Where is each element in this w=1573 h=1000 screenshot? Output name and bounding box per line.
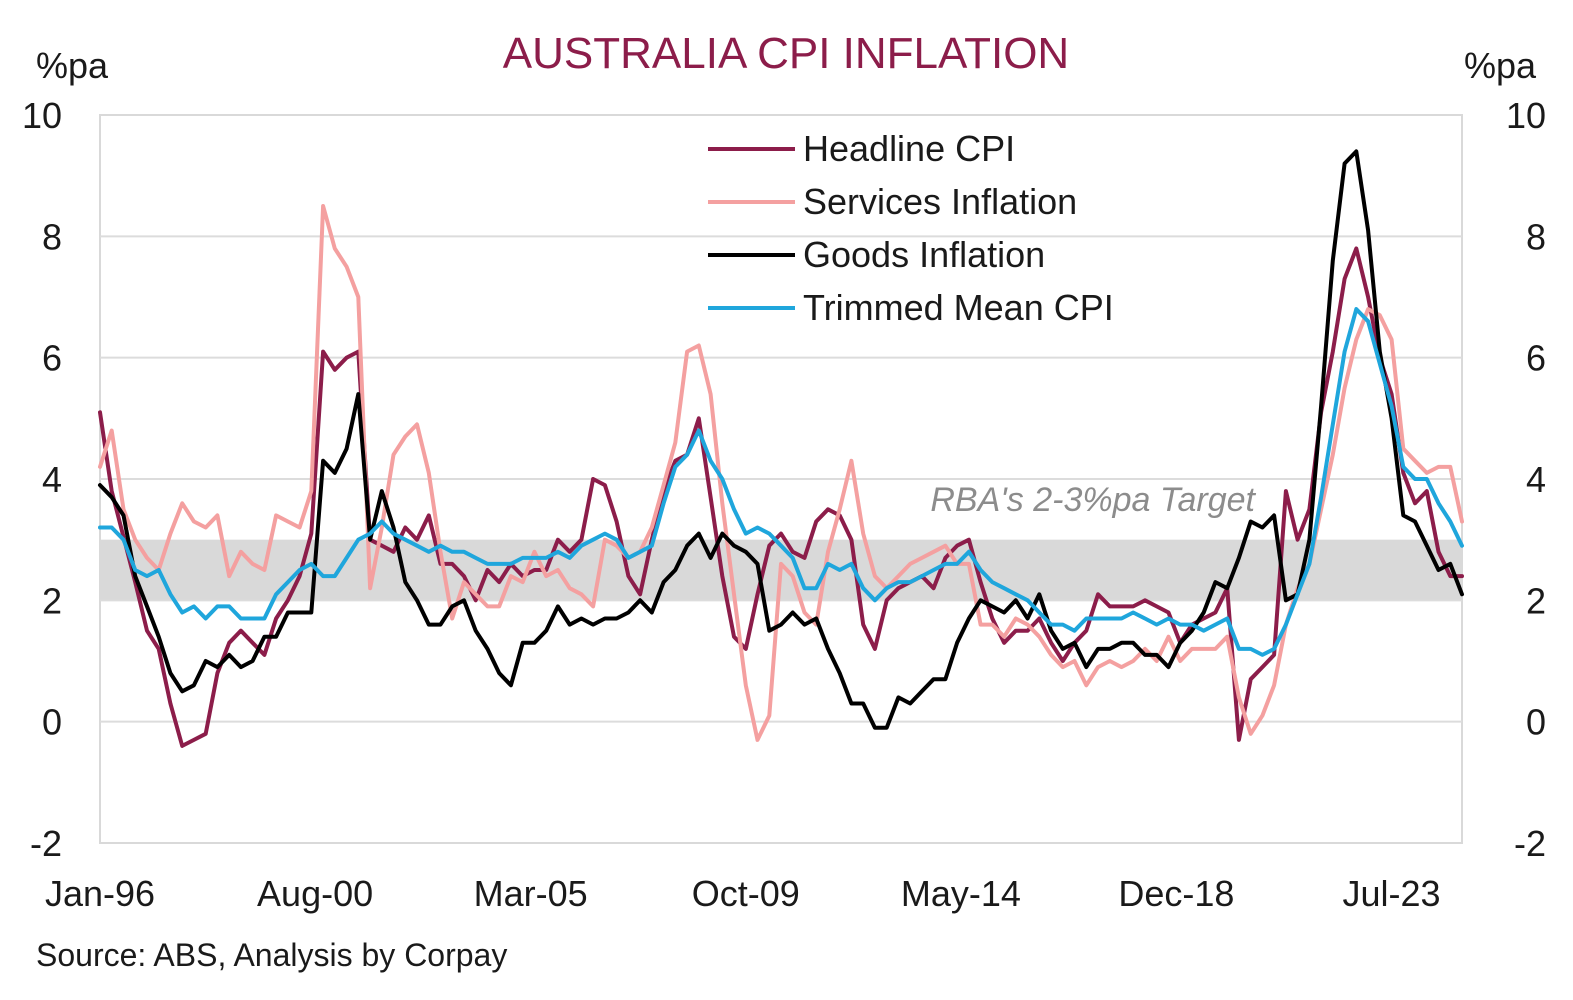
right-tick-label: -2 [1514,823,1546,864]
right-axis-ticks: -2 0 2 4 6 8 10 [1506,95,1546,864]
chart-title: AUSTRALIA CPI INFLATION [503,29,1069,78]
series-line-services-inflation [98,204,1464,742]
left-tick-label: 2 [42,580,62,621]
series-line-headline-cpi [98,246,1464,748]
left-tick-label: 0 [42,702,62,743]
series-line-trimmed-mean-cpi [98,307,1464,657]
right-tick-label: 4 [1526,459,1546,500]
left-tick-label: 8 [42,216,62,257]
x-tick-label: May-14 [901,873,1021,914]
x-tick-label: Aug-00 [257,873,373,914]
legend-label: Goods Inflation [803,234,1045,275]
right-tick-label: 2 [1526,580,1546,621]
right-tick-label: 6 [1526,338,1546,379]
legend: Headline CPI Services Inflation Goods Infl… [708,128,1114,328]
series-lines [98,149,1464,748]
left-tick-label: 6 [42,338,62,379]
left-axis-ticks: -2 0 2 4 6 8 10 [22,95,62,864]
right-tick-label: 8 [1526,216,1546,257]
target-band-label: RBA's 2-3%pa Target [930,481,1256,519]
source-note: Source: ABS, Analysis by Corpay [36,937,507,973]
x-tick-label: Jan-96 [45,873,155,914]
legend-label: Services Inflation [803,181,1077,222]
left-tick-label: -2 [30,823,62,864]
x-tick-label: Oct-09 [692,873,800,914]
left-axis-unit: %pa [36,45,109,86]
legend-label: Headline CPI [803,128,1015,169]
series-line-goods-inflation [98,149,1464,730]
left-tick-label: 10 [22,95,62,136]
right-tick-label: 10 [1506,95,1546,136]
legend-label: Trimmed Mean CPI [803,287,1114,328]
gridlines [100,235,1462,723]
left-tick-label: 4 [42,459,62,500]
x-tick-label: Mar-05 [474,873,588,914]
x-axis-ticks: Jan-96 Aug-00 Mar-05 Oct-09 May-14 Dec-18 Jul-… [45,873,1441,914]
right-axis-unit: %pa [1464,45,1537,86]
x-tick-label: Jul-23 [1343,873,1441,914]
x-tick-label: Dec-18 [1118,873,1234,914]
right-tick-label: 0 [1526,702,1546,743]
